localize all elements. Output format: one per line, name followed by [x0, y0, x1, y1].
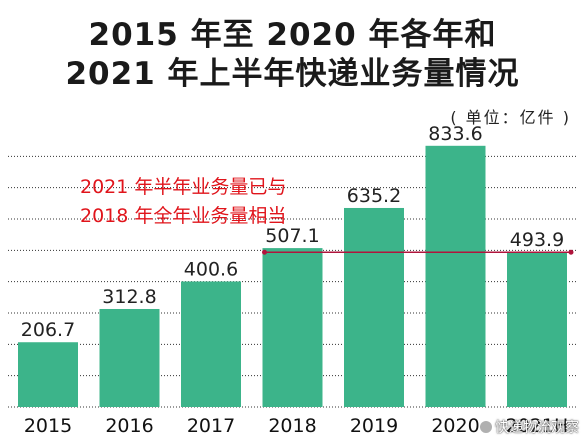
value-label: 400.6	[184, 258, 238, 280]
x-tick-labels: 2015 2016 2017 2018 2019 2020 2021H	[24, 415, 569, 437]
chart-title-line2: 2021 年上半年快递业务量情况	[65, 56, 520, 92]
watermark: 快递物流观察	[480, 417, 579, 437]
unit-label: ( 单位：亿件 )	[450, 108, 571, 127]
reference-line-group	[262, 249, 574, 255]
wechat-icon	[480, 421, 492, 433]
reference-line-end-marker	[568, 249, 574, 255]
value-label: 635.2	[347, 185, 401, 207]
bars	[18, 145, 567, 407]
x-tick-label: 2015	[24, 415, 72, 437]
value-label: 312.8	[102, 286, 156, 308]
bar-2015	[18, 342, 78, 407]
bar-2017	[181, 281, 241, 407]
value-label: 833.6	[428, 123, 482, 145]
x-tick-label: 2020	[431, 415, 479, 437]
value-labels: 206.7 312.8 400.6 507.1 635.2 833.6 493.9	[21, 123, 564, 341]
bar-2016	[99, 308, 160, 407]
watermark-text: 快递物流观察	[495, 420, 579, 436]
x-tick-label: 2021H	[506, 415, 569, 437]
bar-2018	[262, 248, 323, 407]
annotation-line1: 2021 年半年业务量已与	[80, 176, 286, 198]
value-label: 507.1	[265, 225, 319, 247]
value-label: 493.9	[510, 229, 564, 251]
chart-title-line1: 2015 年至 2020 年各年和	[88, 17, 497, 53]
x-tick-label: 2016	[105, 415, 153, 437]
x-tick-label: 2017	[187, 415, 235, 437]
bar-2021H	[507, 252, 567, 407]
x-tick-label: 2019	[350, 415, 398, 437]
x-tick-label: 2018	[268, 415, 316, 437]
value-label: 206.7	[21, 319, 75, 341]
reference-line-start-marker	[262, 249, 267, 255]
bar-2019	[344, 207, 404, 407]
bar-2020	[425, 145, 486, 407]
annotation-line2: 2018 年全年业务量相当	[80, 205, 286, 227]
